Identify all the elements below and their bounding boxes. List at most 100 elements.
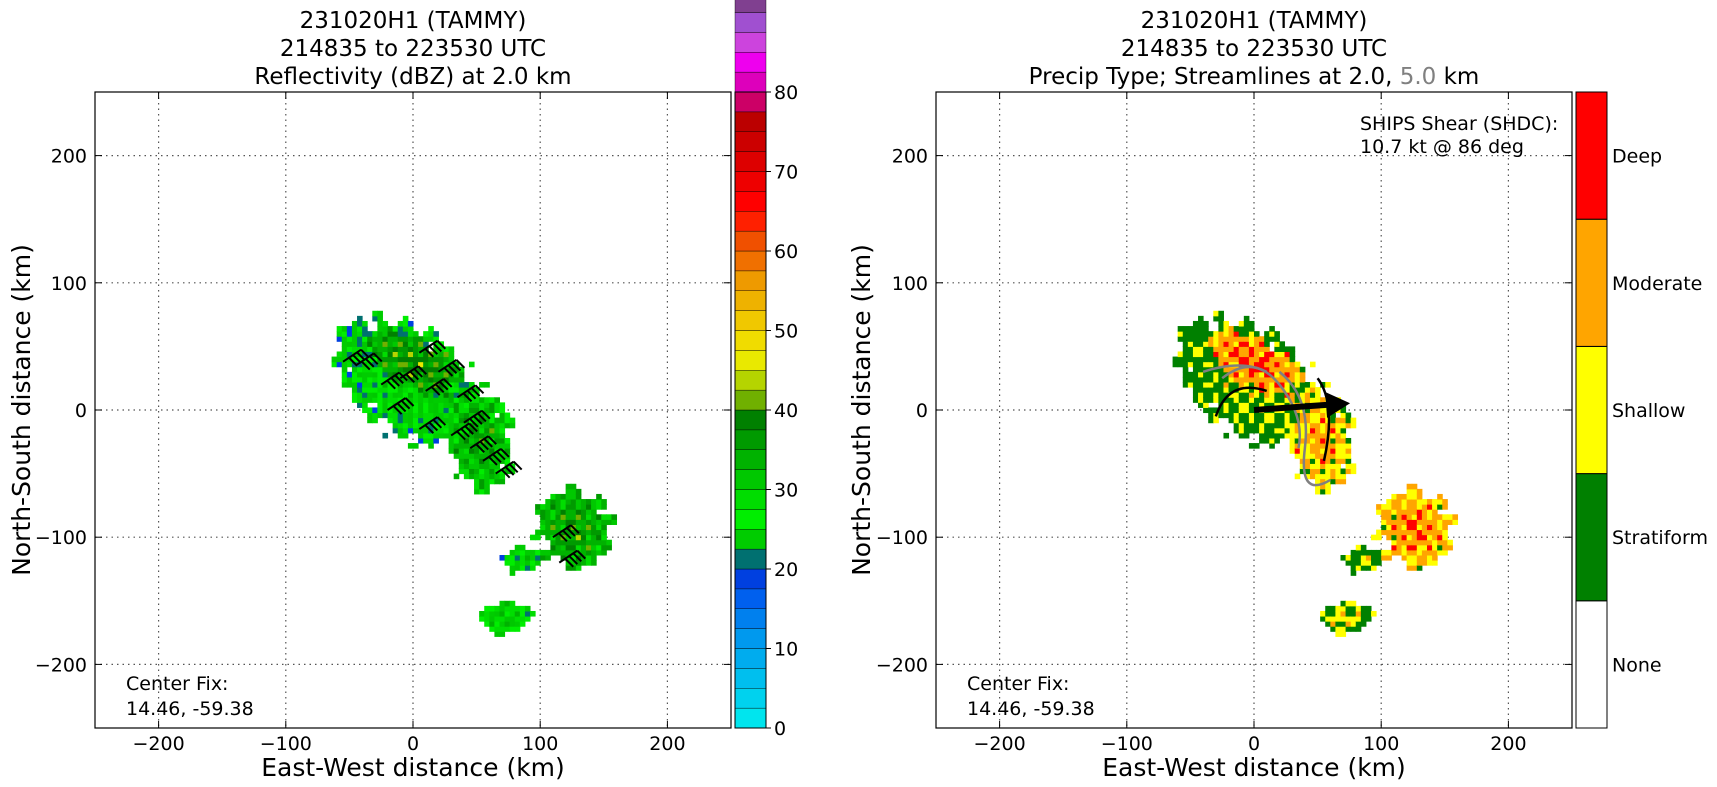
refl-cell-751 <box>550 493 556 500</box>
refl-cell-193 <box>392 356 399 363</box>
precip-cell-218 <box>1238 341 1245 347</box>
refl-cell-317 <box>423 412 429 419</box>
precip-cell-892 <box>1452 514 1459 520</box>
refl-cell-865 <box>591 499 597 505</box>
precip-cell-651 <box>1345 621 1352 627</box>
refl-cell-853 <box>591 560 597 566</box>
precip-cell-619 <box>1335 437 1341 444</box>
precip-cell-566 <box>1325 473 1331 480</box>
refl-cell-422 <box>448 412 455 419</box>
precip-cell-530 <box>1315 417 1321 424</box>
precip-cell-450 <box>1294 387 1301 393</box>
refl-cell-105 <box>372 387 378 393</box>
refl-cell-709 <box>530 610 536 617</box>
refl-cell-786 <box>565 519 572 525</box>
precip-cell-646 <box>1340 417 1347 424</box>
precip-cell-74 <box>1203 361 1209 368</box>
refl-cell-820 <box>575 519 582 525</box>
precip-cell-344 <box>1269 392 1275 398</box>
precip-cell-130 <box>1218 356 1224 363</box>
wind-barb-flag-3-0 <box>417 365 427 375</box>
refl-cell-388 <box>438 382 445 388</box>
precip-cell-440 <box>1294 437 1301 444</box>
refl-cell-601 <box>489 412 495 419</box>
refl-cell-545 <box>479 458 485 464</box>
precip-cell-304 <box>1259 371 1265 378</box>
refl-cell-694 <box>519 616 526 622</box>
precip-cell-710 <box>1371 565 1377 571</box>
refl-cell-645 <box>499 422 506 429</box>
precip-cell-303 <box>1259 376 1265 383</box>
precip-cell-564 <box>1325 483 1331 490</box>
refl-cell-800 <box>570 534 577 541</box>
refl-cell-353 <box>428 336 434 342</box>
refl-cell-690 <box>514 555 521 561</box>
precip-cell-391 <box>1279 366 1286 373</box>
precip-cell-248 <box>1248 427 1255 434</box>
refl-cell-621 <box>494 427 500 434</box>
wind-barb-flag-14-1 <box>566 527 576 537</box>
refl-cell-4 <box>336 351 343 358</box>
refl-cell-495 <box>463 382 470 388</box>
wind-barb-flag-5-1 <box>439 380 449 391</box>
refl-cell-537 <box>479 616 485 622</box>
precip-cell-462 <box>1299 437 1306 444</box>
refl-cell-114 <box>372 341 378 347</box>
precip-cell-123 <box>1218 392 1224 398</box>
refl-cell-98 <box>367 336 373 342</box>
precip-cell-741 <box>1391 544 1397 551</box>
refl-cell-642 <box>499 437 506 444</box>
precip-cell-274 <box>1254 412 1260 419</box>
precip-cell-50 <box>1198 387 1204 393</box>
refl-cell-174 <box>387 346 394 352</box>
precip-cell-487 <box>1304 422 1311 429</box>
wind-barb-flag-10-1 <box>496 450 506 461</box>
precip-cell-61 <box>1198 331 1204 337</box>
precip-cell-486 <box>1304 427 1311 434</box>
precip-cell-114 <box>1213 341 1219 347</box>
precip-cell-712 <box>1371 555 1377 561</box>
wind-barb-4 <box>418 339 447 358</box>
refl-cell-424 <box>448 402 455 408</box>
refl-cell-880 <box>601 534 607 541</box>
precip-cell-728 <box>1381 509 1387 515</box>
wind-barb-7 <box>456 384 485 403</box>
precip-cell-407 <box>1284 382 1291 388</box>
precip-cell-432 <box>1289 361 1296 368</box>
refl-cell-148 <box>382 376 389 383</box>
refl-cell-862 <box>591 514 597 520</box>
refl-cell-267 <box>407 331 414 337</box>
precip-cell-306 <box>1259 361 1265 368</box>
refl-cell-619 <box>494 437 500 444</box>
refl-cell-523 <box>474 453 480 459</box>
refl-cell-302 <box>418 382 424 388</box>
refl-cell-668 <box>509 626 516 632</box>
refl-cell-71 <box>362 376 368 383</box>
precip-cell-680 <box>1350 463 1357 470</box>
precip-cell-352 <box>1269 351 1275 358</box>
wind-barb-flag-2-2 <box>390 377 400 387</box>
refl-cell-651 <box>504 621 511 627</box>
refl-cell-91 <box>367 371 373 378</box>
refl-cell-450 <box>453 387 460 393</box>
precip-cell-490 <box>1304 407 1311 414</box>
refl-cell-886 <box>601 499 607 505</box>
wind-barb-flag-8-0 <box>481 410 491 420</box>
precip-cell-420 <box>1289 422 1296 429</box>
precip-cell-855 <box>1432 549 1438 556</box>
refl-cell-68 <box>362 392 368 398</box>
refl-cell-160 <box>387 417 394 424</box>
refl-cell-52 <box>357 376 363 383</box>
precip-cell-421 <box>1289 417 1296 424</box>
refl-cell-808 <box>570 493 577 500</box>
refl-cell-698 <box>519 560 526 566</box>
refl-cell-836 <box>580 514 587 520</box>
refl-cell-77 <box>362 346 368 352</box>
precip-cell-456 <box>1299 468 1306 475</box>
refl-cell-197 <box>392 336 399 342</box>
refl-cell-516 <box>474 488 480 495</box>
refl-cell-687 <box>514 605 521 612</box>
precip-cell-705 <box>1365 565 1372 571</box>
refl-cell-585 <box>489 616 495 622</box>
